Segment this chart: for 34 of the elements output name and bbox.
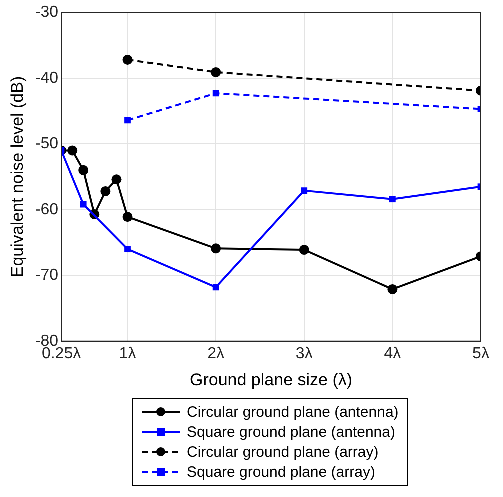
point [299,244,310,255]
legend-label: Circular ground plane (array) [187,444,379,460]
point [122,54,133,65]
y-tick-label: -50 [35,136,59,153]
point [212,284,220,291]
point [212,90,220,97]
x-tick-label: 0.25λ [42,345,82,362]
legend-label: Square ground plane (antenna) [187,424,396,440]
x-tick-label: 5λ [472,345,490,362]
point [68,146,78,156]
point [80,201,87,208]
y-tick-label: -30 [35,4,59,22]
point [78,165,89,176]
y-axis-title: Equivalent noise level (dB) [8,76,27,278]
y-tick-label: -70 [35,267,59,284]
y-tick-label: -60 [35,201,59,218]
x-tick-label: 3λ [296,345,313,362]
point [390,196,396,203]
x-tick-label: 4λ [384,345,402,362]
x-axis-title: Ground plane size (λ) [190,370,353,390]
point [211,244,222,254]
point [388,284,398,294]
point [124,246,131,253]
point [124,117,131,124]
point [122,212,133,222]
legend-label: Circular ground plane (antenna) [187,404,399,420]
point [100,186,111,196]
x-tick-label: 1λ [119,345,136,362]
point [112,174,122,185]
point [211,67,222,78]
point [301,188,308,194]
y-tick-label: -40 [35,70,59,87]
x-tick-label: 2λ [208,345,225,362]
legend-label: Square ground plane (array) [187,464,376,480]
